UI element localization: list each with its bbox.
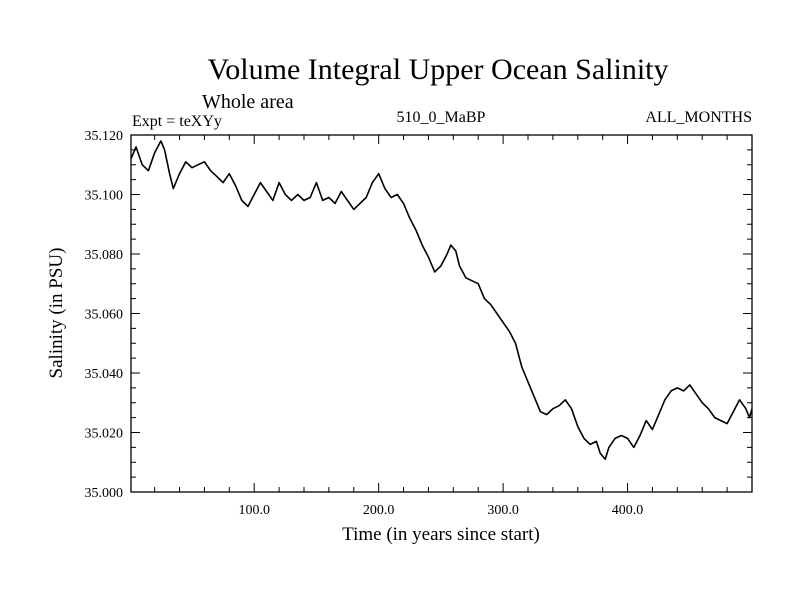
x-axis-ticks: 100.0 200.0 300.0 400.0 [154,135,728,518]
series-layer [130,140,753,461]
y-tick-label: 35.020 [85,427,124,442]
plot-frame [130,134,753,493]
x-tick-label: 300.0 [487,503,519,518]
series-line [130,140,753,461]
y-axis-ticks: 35.000 35.020 35.040 35.060 35.080 35.100 35.1… [85,129,752,501]
y-tick-label: 35.100 [85,189,124,204]
header-center: 510_0_MaBP [397,109,486,126]
y-tick-label: 35.040 [85,367,124,382]
y-tick-label: 35.120 [85,129,124,144]
chart-subtitle: Whole area [202,91,294,113]
chart-title: Volume Integral Upper Ocean Salinity [208,53,669,86]
y-tick-label: 35.000 [85,486,124,501]
x-axis-label: Time (in years since start) [342,524,540,545]
header-right: ALL_MONTHS [645,109,752,126]
x-tick-label: 100.0 [238,503,270,518]
y-tick-label: 35.080 [85,248,124,263]
x-tick-label: 200.0 [363,503,395,518]
x-tick-label: 400.0 [612,503,644,518]
y-axis-label: Salinity (in PSU) [46,248,67,379]
header-left: Expt = teXYy [132,113,222,130]
y-tick-label: 35.060 [85,308,124,323]
